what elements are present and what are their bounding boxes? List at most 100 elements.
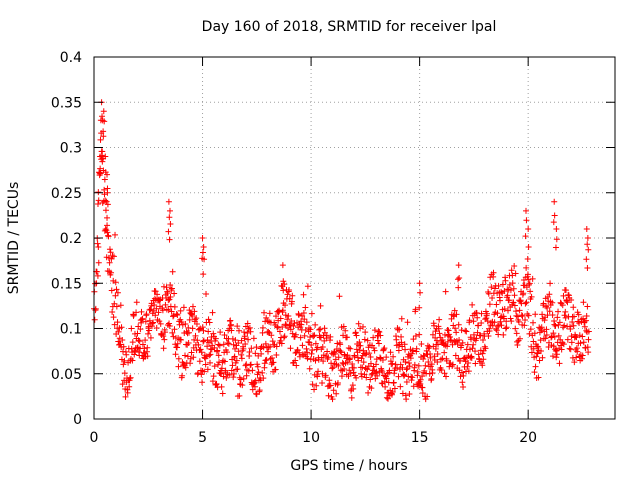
data-point — [314, 344, 321, 351]
data-point — [277, 337, 284, 344]
data-point — [459, 379, 466, 386]
data-point — [213, 380, 220, 387]
data-point — [551, 212, 558, 219]
data-point — [518, 312, 525, 319]
data-point — [347, 370, 354, 377]
data-point — [204, 343, 211, 350]
data-point — [216, 342, 223, 349]
data-point — [112, 292, 119, 299]
data-point — [294, 347, 301, 354]
data-point — [161, 336, 168, 343]
data-point — [276, 308, 283, 315]
data-point — [457, 357, 464, 364]
data-point — [407, 355, 414, 362]
data-point — [268, 332, 275, 339]
data-point — [485, 290, 492, 297]
data-point — [110, 253, 117, 260]
data-point — [435, 325, 442, 332]
data-point — [574, 348, 581, 355]
data-point — [329, 396, 336, 403]
data-point — [104, 214, 111, 221]
data-point — [238, 355, 245, 362]
data-point — [156, 297, 163, 304]
data-point — [325, 392, 332, 399]
data-point — [447, 334, 454, 341]
data-point — [418, 341, 425, 348]
data-point — [226, 371, 233, 378]
data-point — [540, 300, 547, 307]
data-point — [166, 323, 173, 330]
data-point — [299, 342, 306, 349]
data-point — [269, 338, 276, 345]
data-point — [230, 341, 237, 348]
data-point — [428, 361, 435, 368]
data-point — [166, 320, 173, 327]
data-point — [329, 365, 336, 372]
data-point — [543, 326, 550, 333]
data-point — [406, 363, 413, 370]
data-point — [521, 322, 528, 329]
data-point — [510, 285, 517, 292]
data-point — [584, 344, 591, 351]
data-point — [284, 316, 291, 323]
data-point — [405, 351, 412, 358]
data-point — [243, 372, 250, 379]
data-point — [346, 367, 353, 374]
data-point — [359, 323, 366, 330]
data-point — [192, 316, 199, 323]
data-point — [525, 312, 532, 319]
data-point — [532, 311, 539, 318]
data-point — [171, 303, 178, 310]
data-point — [261, 360, 268, 367]
data-point — [372, 369, 379, 376]
data-point — [189, 325, 196, 332]
data-point — [368, 385, 375, 392]
data-point — [118, 324, 125, 331]
data-point — [361, 336, 368, 343]
data-point — [220, 373, 227, 380]
data-point — [160, 333, 167, 340]
data-point — [200, 337, 207, 344]
data-point — [355, 320, 362, 327]
data-point — [546, 291, 553, 298]
data-point — [222, 367, 229, 374]
data-point — [386, 367, 393, 374]
data-point — [406, 360, 413, 367]
data-point — [255, 369, 262, 376]
data-point — [402, 358, 409, 365]
data-point — [580, 339, 587, 346]
data-point — [95, 244, 102, 251]
data-point — [317, 326, 324, 333]
data-point — [307, 326, 314, 333]
data-point — [160, 283, 167, 290]
data-point — [102, 153, 109, 160]
data-point — [266, 310, 273, 317]
data-point — [230, 374, 237, 381]
data-point — [402, 346, 409, 353]
data-point — [110, 277, 117, 284]
data-point — [308, 310, 315, 317]
data-point — [385, 395, 392, 402]
data-point — [287, 345, 294, 352]
data-point — [493, 327, 500, 334]
data-point — [429, 370, 436, 377]
data-point — [513, 330, 520, 337]
data-point — [464, 363, 471, 370]
data-point — [210, 330, 217, 337]
data-point — [232, 345, 239, 352]
data-point — [552, 322, 559, 329]
data-point — [126, 383, 133, 390]
data-point — [546, 308, 553, 315]
data-point — [146, 307, 153, 314]
data-point — [453, 311, 460, 318]
data-point — [201, 256, 208, 263]
data-point — [454, 276, 461, 283]
data-point — [119, 381, 126, 388]
data-point — [564, 336, 571, 343]
data-point — [422, 396, 429, 403]
data-point — [522, 207, 529, 214]
data-point — [408, 350, 415, 357]
data-point — [284, 325, 291, 332]
data-point — [517, 297, 524, 304]
data-point — [461, 355, 468, 362]
